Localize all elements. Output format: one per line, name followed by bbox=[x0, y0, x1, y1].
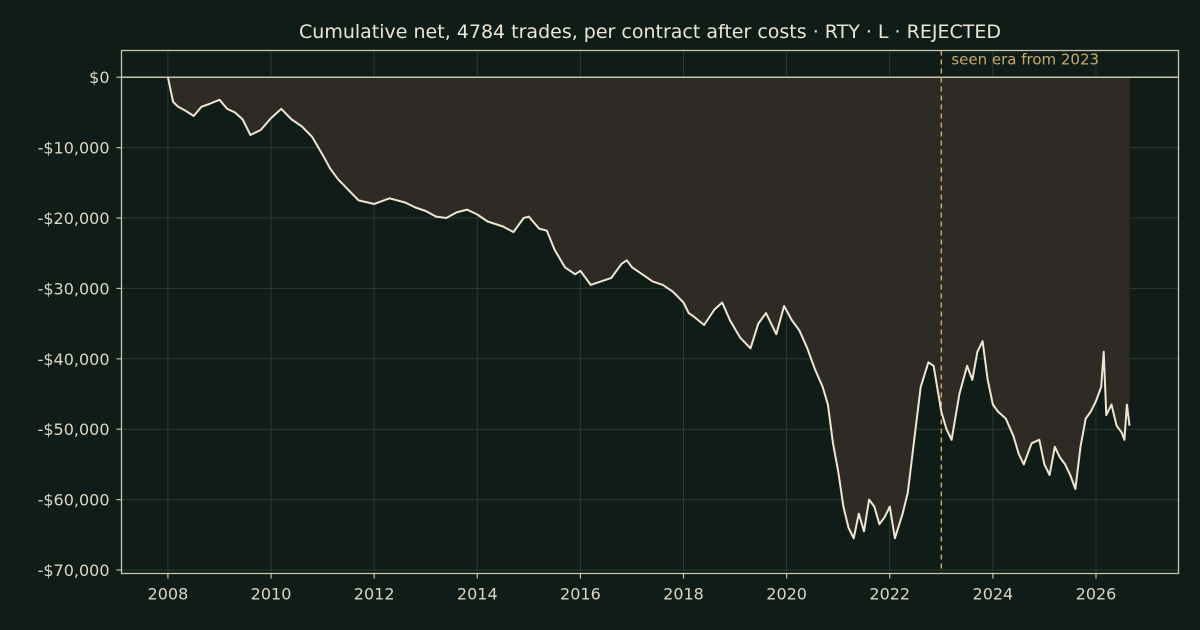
x-tick-label: 2018 bbox=[663, 585, 704, 604]
y-tick-label: -$50,000 bbox=[38, 420, 110, 439]
drawdown-fill bbox=[167, 77, 1130, 539]
y-axis: $0 -$10,000 -$20,000 -$30,000 -$40,000 -$50,0… bbox=[38, 68, 122, 580]
y-tick-label: -$20,000 bbox=[38, 209, 110, 228]
x-tick-label: 2016 bbox=[560, 585, 601, 604]
x-tick-label: 2010 bbox=[251, 585, 292, 604]
series-layer bbox=[166, 76, 1131, 540]
y-tick-label: -$60,000 bbox=[38, 491, 110, 510]
drawdown-area bbox=[167, 77, 1130, 539]
x-tick-label: 2024 bbox=[973, 585, 1014, 604]
y-tick-label: -$30,000 bbox=[38, 279, 110, 298]
plot-frame bbox=[120, 49, 1180, 575]
era-annotation: seen era from 2023 bbox=[940, 50, 1099, 574]
y-tick-label: $0 bbox=[89, 68, 109, 87]
chart-title: Cumulative net, 4784 trades, per contrac… bbox=[299, 21, 1001, 43]
era-label: seen era from 2023 bbox=[951, 51, 1099, 69]
x-tick-label: 2022 bbox=[869, 585, 910, 604]
x-tick-label: 2012 bbox=[354, 585, 395, 604]
x-tick-label: 2008 bbox=[148, 585, 189, 604]
y-tick-label: -$10,000 bbox=[38, 139, 110, 158]
cumulative-net-line bbox=[166, 76, 1131, 540]
y-tick-label: -$40,000 bbox=[38, 350, 110, 369]
x-axis: 2008 2010 2012 2014 2016 2018 2020 2022 2024 2026 bbox=[148, 573, 1117, 604]
y-tick-label: -$70,000 bbox=[38, 561, 110, 580]
x-tick-label: 2026 bbox=[1076, 585, 1117, 604]
x-tick-label: 2020 bbox=[766, 585, 807, 604]
x-tick-label: 2014 bbox=[457, 585, 498, 604]
